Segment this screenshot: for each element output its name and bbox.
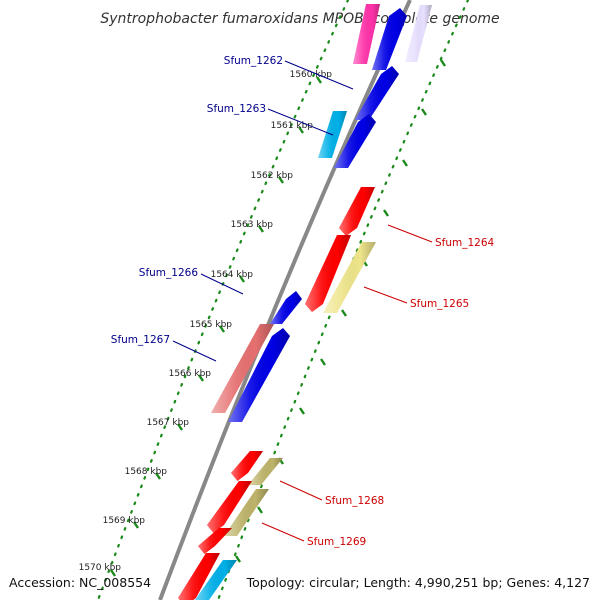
- gene-feature[interactable]: [231, 451, 263, 481]
- ruler-label: 1566 kbp: [169, 369, 212, 379]
- gene-label-sfum-1267[interactable]: Sfum_1267: [111, 334, 170, 346]
- gene-feature-shading: [372, 8, 407, 70]
- gene-label-sfum-1262[interactable]: Sfum_1262: [224, 55, 283, 67]
- gene-feature-shading: [195, 560, 237, 600]
- gene-feature-shading: [198, 528, 232, 554]
- gene-label-sfum-1266[interactable]: Sfum_1266: [139, 267, 199, 279]
- ruler-label: 1564 kbp: [211, 270, 254, 280]
- gene-feature-shading: [178, 553, 220, 605]
- ruler-tick: [341, 309, 347, 317]
- gene-feature[interactable]: [323, 242, 376, 313]
- leader-line: [284, 60, 354, 90]
- gene-labels: Sfum_1262 Sfum_1263 Sfum_1264 Sfum_1265 …: [111, 55, 495, 548]
- leader-line: [279, 480, 323, 501]
- gene-feature-shading: [305, 235, 351, 312]
- ruler-tick: [299, 407, 305, 415]
- ruler-tick: [421, 108, 427, 116]
- gene-label-leaders: [172, 60, 433, 542]
- ruler-labels: 1560 kbp 1561 kbp 1562 kbp 1563 kbp 1564…: [79, 70, 333, 573]
- gene-feature[interactable]: [353, 4, 380, 64]
- ruler-label: 1560 kbp: [290, 70, 333, 80]
- leader-line: [172, 340, 217, 362]
- ruler-label: 1561 kbp: [271, 121, 314, 131]
- leader-line: [267, 108, 334, 136]
- ruler-tick: [402, 159, 408, 167]
- genome-title: Syntrophobacter fumaroxidans MPOB, compl…: [100, 11, 499, 27]
- ruler-tick: [320, 358, 326, 366]
- genome-backbone: [158, 0, 412, 601]
- ruler-tick: [133, 521, 139, 529]
- ruler-tick: [298, 126, 304, 134]
- ruler-tick: [198, 374, 204, 382]
- gene-feature-shading: [405, 5, 432, 62]
- leader-line: [200, 273, 244, 295]
- ruler-tick-marks: [110, 59, 446, 577]
- ruler-tick: [155, 472, 161, 480]
- ruler-tick: [239, 275, 245, 283]
- gene-label-sfum-1264[interactable]: Sfum_1264: [435, 237, 495, 249]
- gene-feature[interactable]: [334, 114, 376, 168]
- leader-line: [387, 224, 433, 243]
- ruler-label: 1570 kbp: [79, 563, 122, 573]
- gene-feature-shading: [270, 291, 302, 324]
- gene-feature-shading: [248, 458, 283, 485]
- gene-feature[interactable]: [405, 5, 432, 62]
- ruler-label: 1563 kbp: [231, 220, 274, 230]
- gene-feature-shading: [323, 242, 376, 313]
- gene-feature[interactable]: [198, 528, 232, 554]
- ruler-label: 1567 kbp: [147, 418, 190, 428]
- gene-feature[interactable]: [355, 66, 399, 120]
- ruler-tick: [383, 209, 389, 217]
- gene-feature[interactable]: [270, 291, 302, 324]
- leader-line: [261, 522, 305, 542]
- gene-feature[interactable]: [228, 328, 290, 422]
- ruler-track-left: [96, 0, 350, 602]
- ruler-label: 1565 kbp: [190, 320, 233, 330]
- gene-feature[interactable]: [224, 489, 269, 536]
- ruler-label: 1568 kbp: [125, 467, 168, 477]
- genome-summary-text: Topology: circular; Length: 4,990,251 bp…: [246, 575, 590, 590]
- gene-feature[interactable]: [372, 8, 407, 70]
- gene-features: [178, 4, 432, 605]
- ruler-label: 1562 kbp: [251, 171, 294, 181]
- leader-line: [363, 286, 408, 304]
- ruler-tick: [235, 555, 241, 563]
- ruler-tick: [110, 569, 116, 577]
- ruler-tick: [219, 325, 225, 333]
- gene-feature-shading: [231, 451, 263, 481]
- gene-feature-shading: [224, 489, 269, 536]
- ruler-tick: [177, 423, 183, 431]
- gene-label-sfum-1265[interactable]: Sfum_1265: [410, 298, 469, 310]
- gene-feature[interactable]: [339, 187, 375, 236]
- gene-feature-shading: [355, 66, 399, 120]
- gene-feature-shading: [334, 114, 376, 168]
- gene-feature[interactable]: [195, 560, 237, 600]
- gene-feature[interactable]: [305, 235, 351, 312]
- gene-feature-shading: [339, 187, 375, 236]
- gene-feature-shading: [211, 324, 274, 413]
- ruler-tick: [316, 76, 322, 84]
- gene-feature[interactable]: [178, 553, 220, 605]
- accession-text: Accession: NC_008554: [9, 575, 151, 590]
- ruler-tick: [440, 59, 446, 67]
- gene-feature-shading: [353, 4, 380, 64]
- ruler-label: 1569 kbp: [103, 516, 146, 526]
- gene-feature-shading: [228, 328, 290, 422]
- gene-label-sfum-1263[interactable]: Sfum_1263: [207, 103, 266, 115]
- gene-label-sfum-1268[interactable]: Sfum_1268: [325, 495, 384, 507]
- gene-label-sfum-1269[interactable]: Sfum_1269: [307, 536, 366, 548]
- gene-feature-shading: [207, 481, 252, 533]
- ruler-tick: [258, 225, 264, 233]
- ruler-tick: [257, 506, 263, 514]
- gene-feature[interactable]: [211, 324, 274, 413]
- gene-feature[interactable]: [207, 481, 252, 533]
- gene-feature[interactable]: [248, 458, 283, 485]
- ruler-tick: [278, 176, 284, 184]
